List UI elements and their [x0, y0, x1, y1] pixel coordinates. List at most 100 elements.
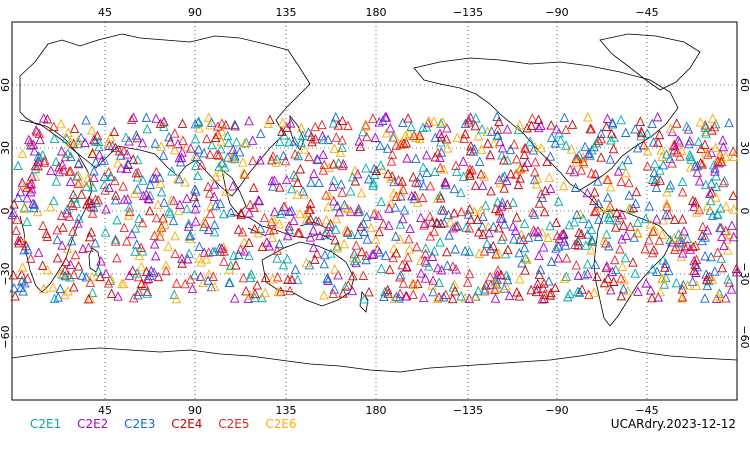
marker-c2e2 — [504, 290, 515, 301]
marker-c2e5 — [528, 207, 538, 217]
marker-c2e5 — [343, 120, 353, 131]
marker-c2e5 — [586, 168, 597, 178]
marker-c2e5 — [728, 146, 738, 156]
right-latitude-ticks: 60 30 0 −30 −60 — [738, 78, 750, 349]
marker-c2e6 — [474, 248, 484, 258]
marker-c2e4 — [491, 248, 501, 259]
marker-c2e3 — [652, 266, 662, 276]
marker-c2e1 — [318, 134, 329, 145]
marker-c2e3 — [60, 270, 70, 281]
marker-c2e1 — [184, 218, 194, 229]
marker-c2e1 — [134, 213, 144, 223]
marker-c2e1 — [406, 121, 416, 131]
marker-c2e3 — [399, 205, 410, 215]
marker-c2e3 — [332, 200, 343, 211]
marker-c2e2 — [323, 275, 333, 285]
marker-c2e2 — [173, 138, 183, 149]
marker-c2e2 — [484, 227, 494, 238]
marker-c2e3 — [9, 282, 19, 293]
marker-c2e3 — [110, 194, 121, 205]
marker-c2e2 — [65, 176, 76, 186]
marker-c2e6 — [623, 285, 633, 296]
marker-c2e5 — [511, 169, 521, 179]
marker-c2e4 — [589, 195, 599, 206]
marker-c2e2 — [333, 269, 343, 280]
marker-c2e4 — [415, 130, 425, 140]
marker-c2e3 — [29, 202, 39, 213]
marker-c2e5 — [393, 174, 404, 185]
marker-c2e6 — [210, 281, 220, 292]
marker-c2e1 — [561, 271, 572, 281]
marker-c2e5 — [272, 271, 283, 282]
marker-c2e1 — [501, 270, 512, 280]
marker-c2e4 — [356, 221, 366, 231]
marker-c2e6 — [268, 213, 278, 224]
marker-c2e3 — [65, 151, 76, 162]
marker-c2e4 — [306, 131, 317, 141]
marker-c2e4 — [364, 286, 374, 297]
marker-c2e4 — [470, 180, 481, 190]
marker-c2e6 — [215, 167, 226, 177]
marker-c2e2 — [646, 285, 656, 295]
marker-c2e6 — [48, 282, 58, 292]
marker-c2e4 — [539, 278, 549, 288]
marker-c2e5 — [419, 220, 429, 230]
marker-c2e1 — [229, 250, 239, 260]
marker-c2e3 — [664, 265, 674, 276]
marker-c2e5 — [361, 119, 371, 130]
marker-c2e1 — [296, 137, 306, 147]
marker-c2e1 — [553, 196, 564, 206]
marker-c2e4 — [244, 237, 254, 248]
marker-c2e2 — [216, 243, 227, 253]
marker-c2e6 — [404, 244, 415, 254]
marker-c2e1 — [661, 149, 672, 159]
marker-c2e2 — [689, 201, 699, 211]
marker-c2e5 — [456, 206, 467, 217]
marker-c2e4 — [236, 209, 246, 220]
marker-c2e6 — [445, 217, 455, 227]
marker-c2e1 — [333, 157, 344, 168]
marker-c2e6 — [599, 235, 609, 245]
marker-c2e1 — [292, 274, 303, 285]
marker-c2e1 — [63, 148, 73, 158]
marker-c2e3 — [298, 186, 308, 196]
right-tick-30: 30 — [738, 141, 750, 155]
marker-c2e2 — [384, 220, 394, 230]
marker-c2e2 — [401, 290, 412, 301]
marker-c2e6 — [85, 177, 95, 187]
marker-c2e1 — [167, 166, 177, 176]
marker-c2e4 — [610, 222, 621, 232]
marker-c2e4 — [436, 132, 447, 142]
marker-c2e4 — [534, 198, 545, 208]
marker-c2e1 — [564, 219, 575, 230]
marker-c2e5 — [110, 175, 120, 186]
marker-c2e6 — [331, 213, 342, 224]
marker-c2e5 — [372, 244, 383, 254]
marker-c2e1 — [51, 156, 61, 167]
marker-c2e6 — [260, 287, 270, 298]
marker-c2e3 — [361, 254, 371, 265]
marker-c2e3 — [477, 221, 488, 231]
marker-c2e4 — [546, 287, 556, 298]
marker-c2e4 — [677, 214, 688, 224]
marker-c2e1 — [587, 234, 597, 244]
marker-c2e1 — [368, 180, 378, 190]
marker-c2e6 — [443, 143, 453, 153]
marker-c2e4 — [472, 214, 483, 225]
marker-c2e1 — [490, 274, 501, 285]
marker-c2e6 — [75, 177, 85, 187]
marker-c2e3 — [90, 237, 100, 248]
marker-c2e3 — [604, 240, 614, 251]
marker-c2e5 — [137, 217, 148, 228]
marker-c2e4 — [249, 202, 259, 212]
marker-c2e3 — [648, 137, 659, 147]
marker-c2e6 — [603, 204, 614, 214]
marker-c2e1 — [482, 238, 492, 248]
marker-c2e2 — [29, 146, 40, 156]
marker-c2e1 — [625, 203, 636, 214]
marker-c2e5 — [615, 243, 625, 254]
marker-c2e5 — [404, 233, 414, 244]
marker-c2e6 — [56, 268, 66, 278]
marker-c2e1 — [93, 136, 104, 146]
marker-c2e3 — [519, 242, 530, 253]
